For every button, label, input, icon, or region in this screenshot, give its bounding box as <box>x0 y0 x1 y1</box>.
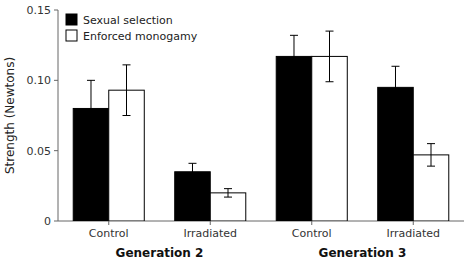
y-tick-label: 0.15 <box>27 4 52 17</box>
legend-swatch <box>66 14 77 25</box>
error-cap <box>224 188 232 189</box>
y-tick-label: 0.10 <box>27 74 52 87</box>
legend-swatch <box>66 30 77 41</box>
error-bar <box>395 66 396 108</box>
error-cap <box>188 163 196 164</box>
y-tick-label: 0.05 <box>27 145 52 158</box>
x-tick <box>210 221 211 225</box>
error-bar <box>126 65 127 116</box>
y-axis <box>58 10 59 221</box>
error-bar <box>431 144 432 167</box>
error-cap <box>87 136 95 137</box>
error-cap <box>123 64 131 65</box>
y-tick <box>54 150 58 151</box>
x-tick-label: Control <box>89 227 129 240</box>
error-cap <box>326 81 334 82</box>
error-cap <box>87 80 95 81</box>
annotation: Generation 3 <box>319 246 407 260</box>
chart: 0 0.05 0.10 0.15 Strength (Newtons) Control Ir… <box>0 0 474 271</box>
x-tick-label: Control <box>292 227 332 240</box>
x-tick <box>413 221 414 225</box>
x-tick <box>311 221 312 225</box>
error-cap <box>188 180 196 181</box>
error-bar <box>90 80 91 136</box>
legend-label: Sexual selection <box>83 14 173 27</box>
y-tick <box>54 221 58 222</box>
x-tick-label: Irradiated <box>386 227 440 240</box>
error-cap <box>427 166 435 167</box>
error-cap <box>391 66 399 67</box>
error-cap <box>427 143 435 144</box>
error-bar <box>329 31 330 82</box>
bar <box>276 56 312 221</box>
annotation: Generation 2 <box>116 246 204 260</box>
legend-label: Enforced monogamy <box>83 30 198 43</box>
error-cap <box>290 35 298 36</box>
error-cap <box>326 31 334 32</box>
error-bar <box>228 189 229 197</box>
y-tick <box>54 80 58 81</box>
error-bar <box>192 163 193 180</box>
bar <box>210 193 246 221</box>
bars <box>73 31 449 221</box>
x-tick <box>108 221 109 225</box>
error-bar <box>293 35 294 77</box>
error-cap <box>123 115 131 116</box>
page: {"chart_data": {"type": "bar", "ylabel":… <box>0 0 474 271</box>
error-cap <box>290 77 298 78</box>
y-tick-label: 0 <box>44 215 51 228</box>
error-cap <box>391 108 399 109</box>
x-tick-label: Irradiated <box>183 227 237 240</box>
legend: Sexual selection Enforced monogamy <box>66 14 198 43</box>
y-axis-label: Strength (Newtons) <box>3 57 17 174</box>
y-tick <box>54 10 58 11</box>
error-cap <box>224 197 232 198</box>
